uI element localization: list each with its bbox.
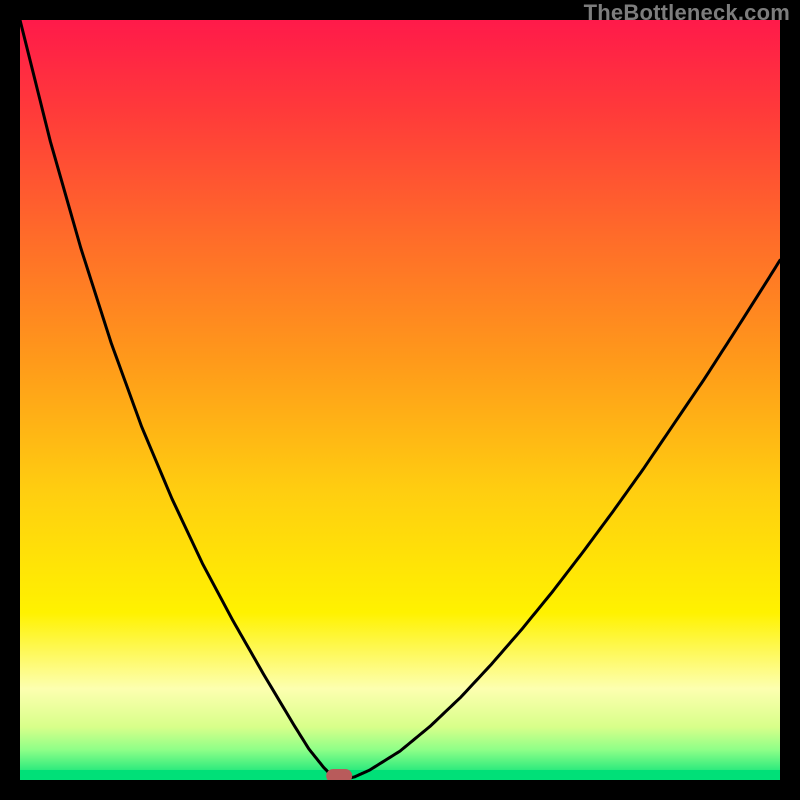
chart-bottom-green-strip xyxy=(20,770,780,780)
chart-gradient-background xyxy=(20,20,780,780)
bottleneck-chart xyxy=(0,0,800,800)
watermark-text: TheBottleneck.com xyxy=(584,0,790,26)
